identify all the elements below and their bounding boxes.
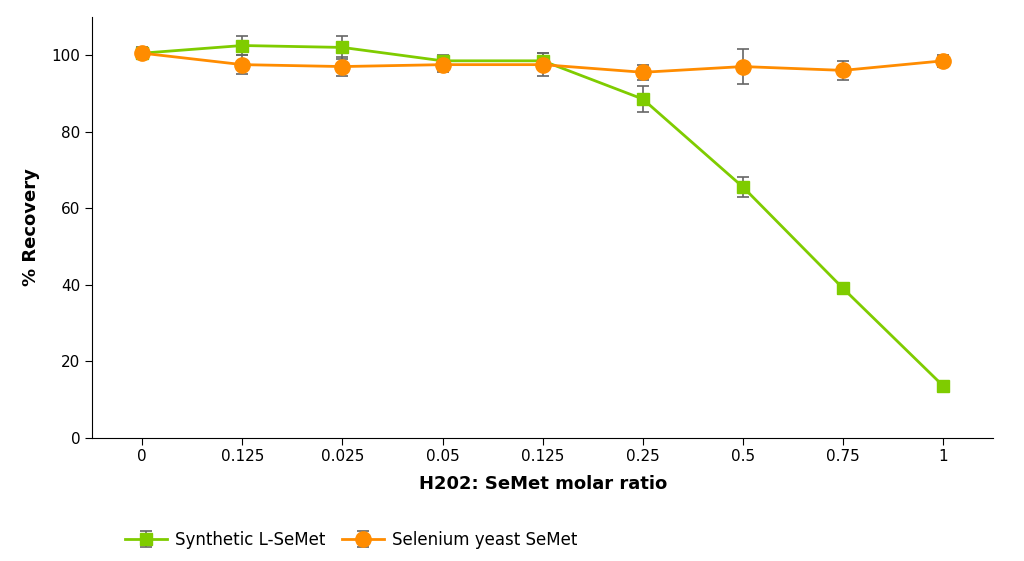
X-axis label: H202: SeMet molar ratio: H202: SeMet molar ratio xyxy=(419,476,667,494)
Legend: Synthetic L-SeMet, Selenium yeast SeMet: Synthetic L-SeMet, Selenium yeast SeMet xyxy=(119,524,585,555)
Y-axis label: % Recovery: % Recovery xyxy=(23,168,40,286)
